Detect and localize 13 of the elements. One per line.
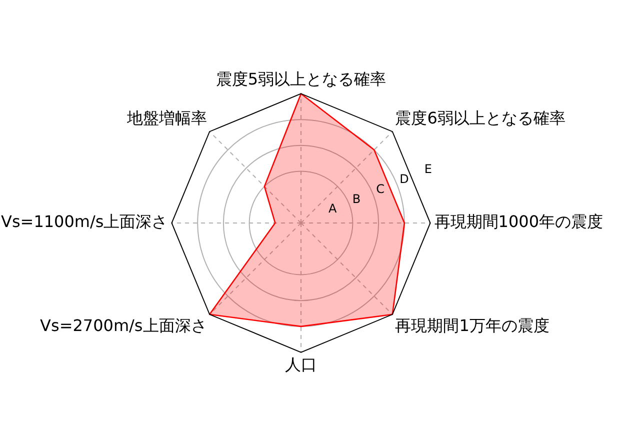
spoke-label: 再現期間1000年の震度 — [434, 212, 603, 232]
y-tick-label: C — [376, 182, 385, 196]
spoke-label: 震度6弱以上となる確率 — [395, 108, 566, 128]
spoke-label: 地盤増幅率 — [126, 108, 207, 128]
y-tick-label: B — [352, 192, 361, 206]
y-tick-label: E — [424, 162, 432, 176]
spoke-label: Vs=1100m/s上面深さ — [1, 212, 168, 232]
spoke-label: 人口 — [285, 355, 317, 374]
spoke-label: 再現期間1万年の震度 — [395, 316, 550, 335]
spoke-label: Vs=2700m/s上面深さ — [40, 316, 207, 335]
y-tick-label: A — [328, 202, 338, 216]
y-tick-label: D — [400, 172, 409, 186]
spoke-label: 震度5弱以上となる確率 — [216, 69, 386, 88]
